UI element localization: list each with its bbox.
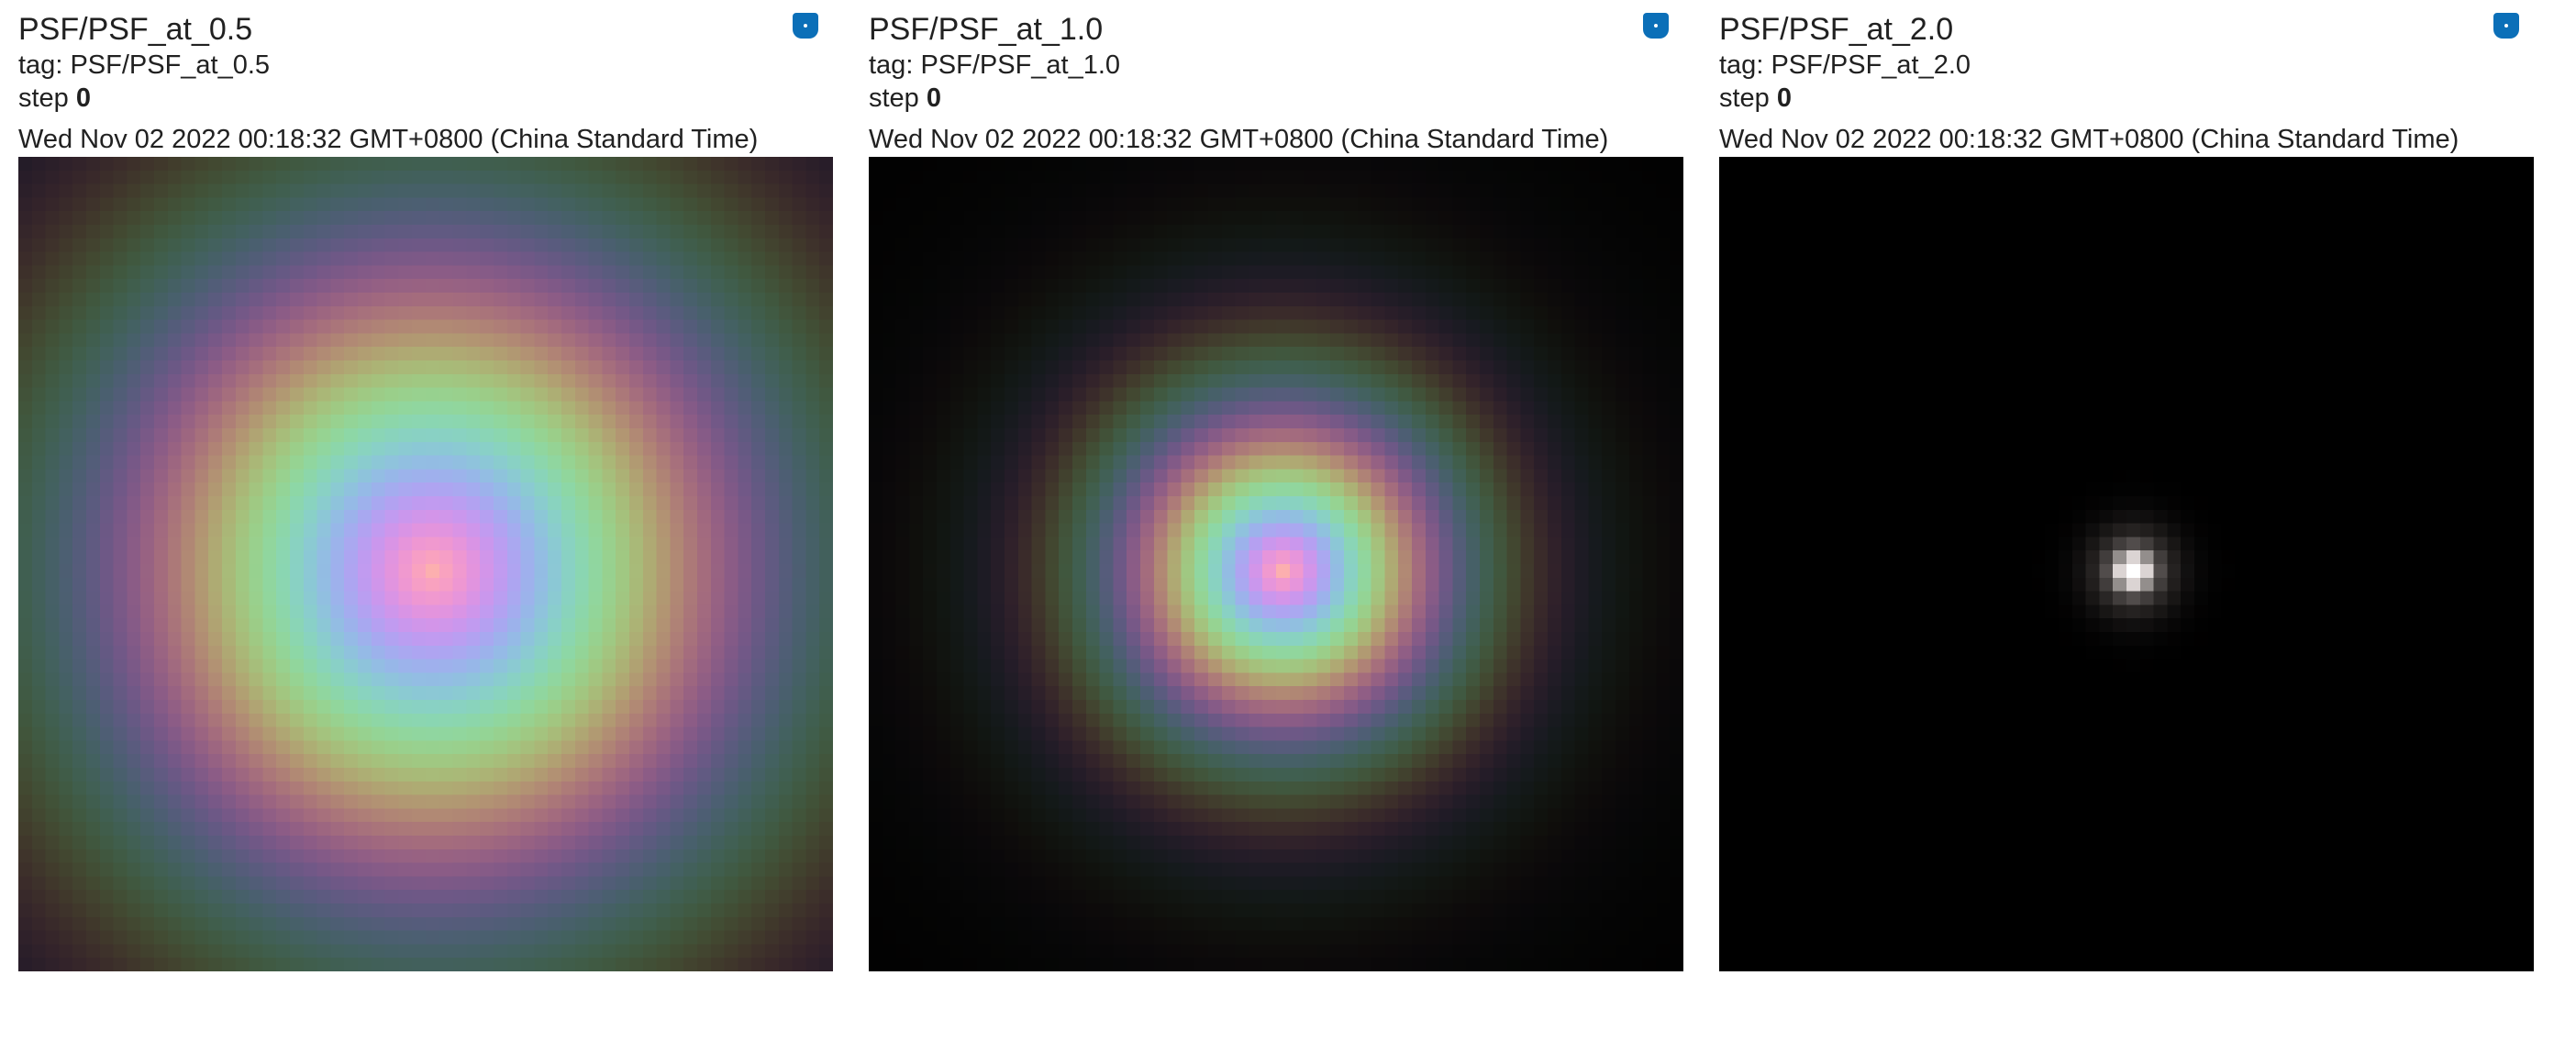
tag-value: PSF/PSF_at_2.0	[1771, 50, 1971, 80]
card-title: PSF/PSF_at_1.0	[869, 12, 1104, 47]
tag-value: PSF/PSF_at_0.5	[70, 50, 271, 80]
psf-canvas	[18, 157, 833, 971]
tag-prefix: tag:	[18, 50, 71, 80]
image-card-psf-1-0: PSF/PSF_at_1.0 tag: PSF/PSF_at_1.0 step …	[850, 0, 1683, 991]
pin-icon[interactable]	[1643, 13, 1669, 39]
card-step: step 0	[869, 81, 941, 116]
pin-dot	[2504, 24, 2508, 28]
psf-canvas	[1719, 157, 2534, 971]
psf-canvas	[869, 157, 1683, 971]
psf-image[interactable]	[1719, 157, 2534, 971]
image-card-psf-2-0: PSF/PSF_at_2.0 tag: PSF/PSF_at_2.0 step …	[1701, 0, 2534, 991]
step-value: 0	[1776, 83, 1793, 113]
card-timestamp: Wed Nov 02 2022 00:18:32 GMT+0800 (China…	[18, 125, 759, 154]
step-label: step	[1719, 83, 1777, 113]
card-tag: tag: PSF/PSF_at_2.0	[1719, 48, 1971, 83]
card-timestamp: Wed Nov 02 2022 00:18:32 GMT+0800 (China…	[1719, 125, 2459, 154]
step-label: step	[869, 83, 927, 113]
step-value: 0	[926, 83, 942, 113]
card-step: step 0	[18, 81, 91, 116]
tag-prefix: tag:	[1719, 50, 1771, 80]
card-tag: tag: PSF/PSF_at_1.0	[869, 48, 1120, 83]
card-timestamp: Wed Nov 02 2022 00:18:32 GMT+0800 (China…	[869, 125, 1609, 154]
step-value: 0	[75, 83, 92, 113]
card-title: PSF/PSF_at_2.0	[1719, 12, 1954, 47]
pin-dot	[804, 24, 807, 28]
psf-image[interactable]	[869, 157, 1683, 971]
tag-value: PSF/PSF_at_1.0	[920, 50, 1121, 80]
image-card-psf-0-5: PSF/PSF_at_0.5 tag: PSF/PSF_at_0.5 step …	[0, 0, 833, 991]
psf-image[interactable]	[18, 157, 833, 971]
pin-icon[interactable]	[793, 13, 818, 39]
step-label: step	[18, 83, 76, 113]
card-tag: tag: PSF/PSF_at_0.5	[18, 48, 270, 83]
pin-dot	[1654, 24, 1658, 28]
card-step: step 0	[1719, 81, 1792, 116]
pin-icon[interactable]	[2493, 13, 2519, 39]
card-title: PSF/PSF_at_0.5	[18, 12, 253, 47]
tag-prefix: tag:	[869, 50, 921, 80]
